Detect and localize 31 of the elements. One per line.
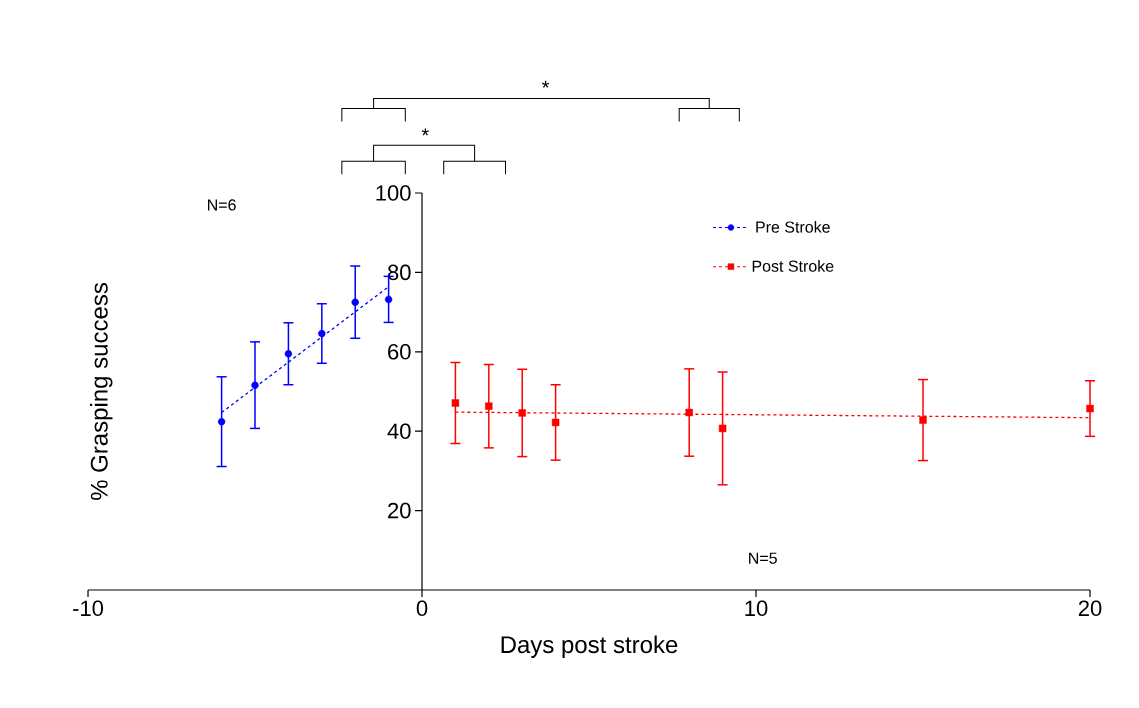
x-tick-label: 20 [1078,600,1102,617]
point [284,350,293,358]
text: * [421,128,429,136]
point [251,381,259,389]
x-tick-label: 10 [745,600,768,617]
point [1086,404,1094,413]
point [485,402,493,410]
y-tick-label: 60 [388,343,411,360]
y-tick-label: 40 [387,423,411,439]
point [451,399,460,407]
x-tick-label: -10 [73,600,104,617]
point [318,329,326,338]
legend-label: Pre Stroke [756,221,830,233]
point [919,416,927,424]
x-axis-title: Days post stroke [501,635,678,658]
point [351,298,359,306]
point [384,295,393,304]
annotation: N=6 [208,199,236,211]
x-tick-label: 0 [416,600,428,617]
point [551,418,560,427]
y-tick-label: 80 [387,264,411,281]
y-tick-label: 100 [376,185,411,201]
point [685,408,693,417]
point [518,409,526,417]
point [217,417,226,426]
y-axis-title: % Grasping success [90,283,113,500]
y-tick-label: 20 [388,502,411,519]
text: * [542,80,550,88]
annotation: N=5 [749,552,777,564]
legend-label: Post Stroke [752,260,834,272]
point [718,424,727,433]
